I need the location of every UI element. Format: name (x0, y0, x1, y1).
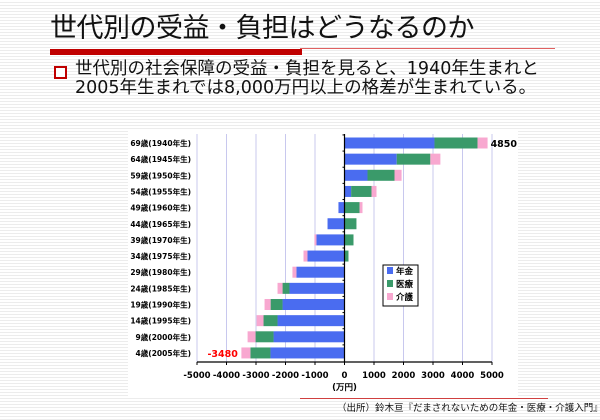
bar-医療 (282, 282, 290, 294)
category-label: 54歳(1955年生) (130, 186, 191, 196)
category-label: 19歳(1990年生) (130, 300, 191, 310)
page-title: 世代別の受益・負担はどうなるのか (50, 13, 475, 44)
bar-介護 (292, 266, 297, 278)
bar-医療 (351, 185, 372, 197)
bar-年金 (316, 234, 345, 246)
bar-年金 (270, 347, 345, 359)
category-label: 49歳(1960年生) (130, 203, 191, 213)
bar-年金 (273, 331, 345, 343)
bar-介護 (314, 234, 317, 246)
bar-年金 (344, 185, 352, 197)
x-tick-label: 5000 (480, 371, 504, 381)
title-underline (50, 49, 302, 55)
category-label: 9歳(2000年生) (136, 332, 191, 342)
bar-年金 (277, 315, 345, 327)
bar-医療 (344, 218, 357, 230)
x-tick-label: -2000 (272, 371, 299, 381)
legend-swatch (387, 267, 393, 274)
x-tick-label: 0 (342, 371, 348, 381)
x-tick-label: -4000 (213, 371, 240, 381)
bar-年金 (344, 137, 435, 149)
bar-年金 (338, 202, 345, 214)
bar-介護 (256, 315, 264, 327)
bar-医療 (434, 137, 478, 149)
legend-swatch (387, 293, 393, 300)
category-label: 4歳(2005年生) (136, 348, 191, 358)
bar-年金 (344, 153, 397, 165)
bullet-text: 世代別の社会保障の受益・負担を見ると、1940年生まれと2005年生まれでは8,… (75, 59, 539, 98)
x-tick-label: 1000 (362, 371, 386, 381)
footer-line (300, 398, 548, 399)
x-axis-label: (万円) (332, 383, 357, 393)
bar-介護 (241, 347, 251, 359)
category-label: 59歳(1950年生) (130, 170, 191, 180)
bar-医療 (263, 315, 278, 327)
bar-医療 (344, 234, 354, 246)
bar-年金 (289, 282, 345, 294)
bar-介護 (303, 250, 308, 262)
legend-label: 介護 (395, 292, 414, 303)
x-tick-label: 2000 (392, 371, 416, 381)
source-note: （出所）鈴木亘『だまされないための年金・医療・介護入門』 (337, 403, 600, 414)
x-tick-label: -1000 (301, 371, 328, 381)
legend-swatch (387, 280, 393, 287)
bar-介護 (277, 282, 283, 294)
bar-年金 (282, 299, 345, 310)
bar-介護 (247, 331, 256, 343)
x-tick-label: -3000 (242, 371, 269, 381)
data-label: 4850 (491, 139, 518, 150)
category-label: 14歳(1995年生) (130, 316, 191, 326)
bar-医療 (250, 347, 271, 359)
x-tick-label: 3000 (421, 371, 445, 381)
title-underline-thin (300, 48, 555, 49)
bar-介護 (430, 153, 441, 165)
data-label: -3480 (207, 349, 238, 360)
bar-介護 (394, 169, 402, 181)
bar-医療 (255, 331, 274, 343)
bar-介護 (359, 202, 363, 214)
bar-年金 (307, 250, 345, 262)
bar-介護 (371, 185, 377, 197)
bar-医療 (344, 250, 349, 262)
bar-医療 (344, 202, 360, 214)
bar-年金 (296, 266, 345, 278)
bar-介護 (264, 299, 271, 310)
legend-label: 医療 (396, 279, 414, 290)
category-label: 39歳(1970年生) (130, 235, 191, 245)
category-label: 24歳(1985年生) (130, 283, 191, 293)
category-label: 29歳(1980年生) (130, 267, 191, 277)
bar-介護 (477, 137, 488, 149)
bar-年金 (327, 218, 345, 230)
category-label: 69歳(1940年生) (130, 138, 191, 148)
bar-年金 (344, 169, 368, 181)
bar-医療 (367, 169, 395, 181)
category-label: 34歳(1975年生) (130, 251, 191, 261)
bar-医療 (270, 299, 283, 310)
category-label: 64歳(1945年生) (130, 154, 191, 164)
legend-label: 年金 (396, 266, 414, 277)
bullet-square-icon (54, 66, 67, 79)
x-tick-label: 4000 (451, 371, 475, 381)
category-label: 44歳(1965年生) (130, 219, 191, 229)
x-tick-label: -5000 (183, 371, 210, 381)
bar-医療 (396, 153, 431, 165)
